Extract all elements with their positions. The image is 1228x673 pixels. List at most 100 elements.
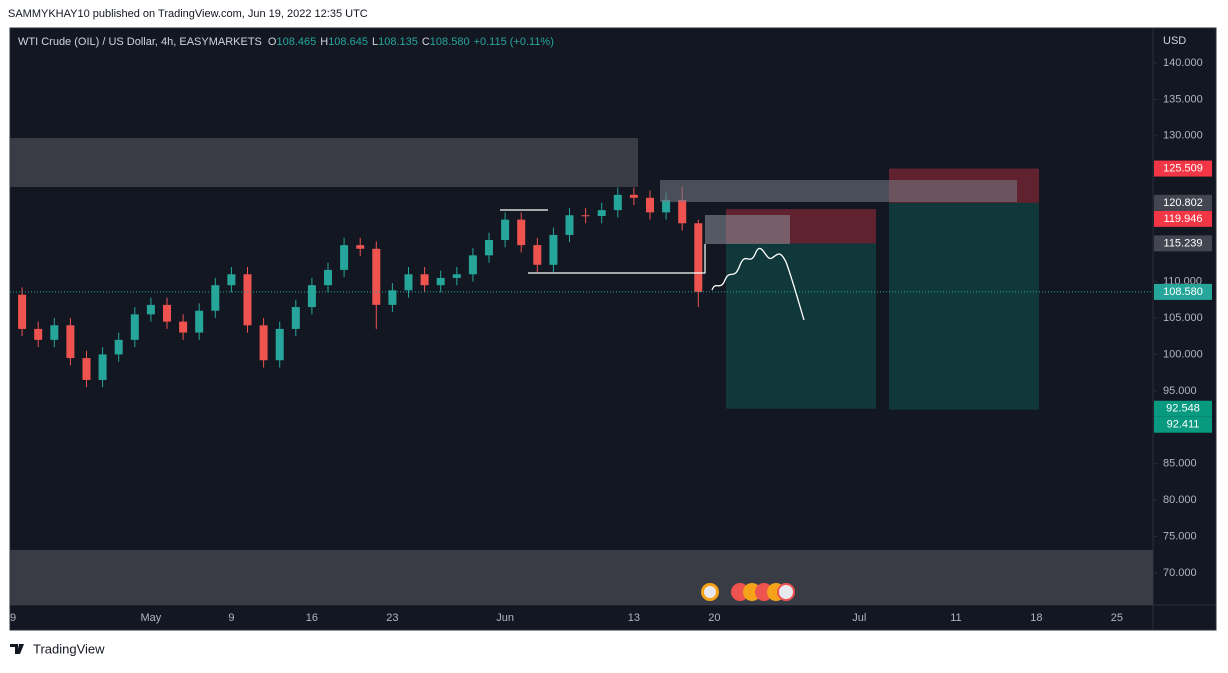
candle-body [130,314,139,340]
price-label-bg [1154,283,1212,300]
price-label-bg [1154,235,1212,252]
brand-logo [10,644,24,654]
flag-icon [777,583,795,601]
candle-body [356,245,365,249]
candle-body [533,245,542,265]
candle-body [291,307,300,329]
price-label: 92.411 [1167,419,1200,431]
x-tick-label: Jun [496,612,514,624]
x-tick-label: Jul [852,612,866,624]
zones [10,138,1153,605]
candle-body [50,325,59,340]
candle-body [66,325,75,359]
candle-body [259,325,268,361]
price-label-bg [1154,160,1212,177]
candle-body [34,328,43,340]
y-tick-label: 140.000 [1163,57,1203,69]
candle-body [372,248,381,305]
candle-body [211,285,220,311]
candle-body [82,358,91,380]
x-tick-label: 16 [306,612,318,624]
candle-body [275,328,284,361]
candle-body [179,321,188,333]
candle-body [146,304,155,315]
x-tick-label: 23 [386,612,398,624]
price-label: 120.802 [1163,197,1203,209]
candle-body [694,223,703,292]
candle-body [98,354,107,380]
candle-body [2,295,10,300]
candles [2,186,703,388]
target-zone [726,243,876,409]
drawings [500,180,1017,321]
candle-body [388,290,397,305]
price-label-bg [1154,210,1212,227]
event-flags [701,583,795,601]
candle-body [163,304,171,322]
candle-body [114,339,123,355]
candle-body [227,274,236,286]
price-label: 108.580 [1163,286,1203,298]
candle-body [581,215,590,217]
candle-body [662,199,671,213]
y-tick-label: 130.000 [1163,130,1203,142]
candle-body [597,210,606,216]
candle-body [340,245,349,270]
x-tick-label: May [141,612,162,624]
zone-box [660,180,1017,202]
y-tick-label: 75.000 [1163,530,1197,542]
x-tick-label: 11 [950,612,961,624]
x-tick-label: 25 [1111,612,1123,624]
candle-body [613,194,622,211]
candle-body [565,215,574,235]
unit-label: USD [1163,35,1186,47]
range-line [528,244,706,274]
zone-box [705,215,790,244]
candle-body [243,274,252,326]
target-zone [889,202,1039,410]
price-label-bg [1154,400,1212,417]
legend-value: 108.645 [328,36,368,48]
y-tick-label: 95.000 [1163,385,1197,397]
price-label: 119.946 [1164,213,1203,225]
candle-body [501,219,510,241]
flag-icon [704,586,716,598]
price-label: 115.239 [1164,237,1203,249]
candle-body [549,234,558,265]
support-zone [10,550,1153,605]
projection-path [711,247,805,321]
x-tick-label: 9 [228,612,234,624]
candle-body [468,255,477,275]
legend-value: 108.135 [378,36,418,48]
candle-body [420,274,429,286]
price-label: 92.548 [1166,403,1200,415]
y-tick-label: 80.000 [1163,494,1197,506]
x-tick-label: 18 [1030,612,1042,624]
candle-body [517,219,526,246]
candle-body [452,274,461,278]
brand: TradingView [33,641,105,656]
candle-body [18,294,27,329]
legend: WTI Crude (OIL) / US Dollar, 4h, EASYMAR… [18,36,554,48]
chart-panel [9,27,1217,631]
candle-body [195,310,204,333]
attribution: SAMMYKHAY10 published on TradingView.com… [8,8,368,20]
legend-key: C [422,36,430,48]
y-tick-label: 85.000 [1163,458,1197,470]
legend-key: O [268,36,277,48]
candle-body [404,274,413,291]
candle-body [646,197,654,213]
price-label-bg [1154,416,1212,433]
y-tick-label: 105.000 [1163,312,1203,324]
price-label-bg [1154,194,1212,211]
x-tick-label: 9 [10,612,16,624]
price-label: 125.509 [1163,162,1203,174]
candle-body [436,277,445,286]
candle-body [485,240,493,256]
legend-value: 108.580 [430,36,470,48]
candle-body [324,269,332,286]
candle-body [307,285,316,308]
x-tick-label: 13 [628,612,640,624]
candle-body [678,199,687,224]
